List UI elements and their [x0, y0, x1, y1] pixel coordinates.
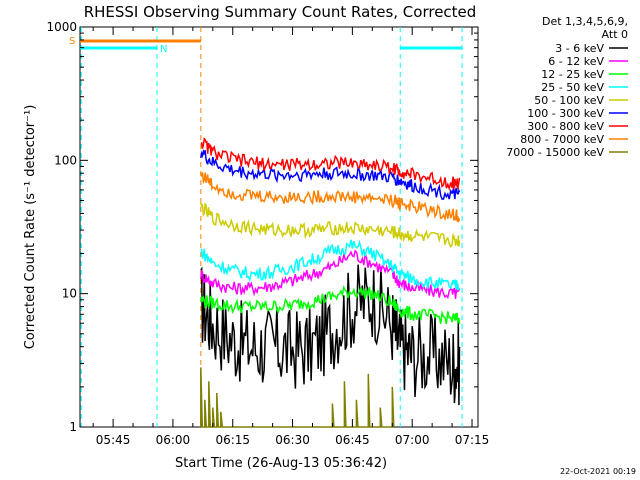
- legend-entry-0: 3 - 6 keV: [555, 42, 604, 55]
- series-line-2: [200, 285, 461, 325]
- y-tick-label: 10: [62, 287, 77, 301]
- series-line-7: [200, 172, 461, 223]
- legend-entry-2: 12 - 25 keV: [541, 68, 604, 81]
- legend-entry-6: 300 - 800 keV: [527, 120, 604, 133]
- legend-entry-3: 25 - 50 keV: [541, 81, 604, 94]
- y-tick-label: 1: [69, 420, 77, 434]
- x-tick-label: 06:30: [275, 433, 310, 447]
- chart-title: RHESSI Observing Summary Count Rates, Co…: [84, 3, 477, 21]
- series-line-6: [200, 137, 461, 192]
- x-tick-label: 05:45: [96, 433, 131, 447]
- y-tick-label: 1000: [46, 20, 77, 34]
- series-line-1: [200, 249, 461, 300]
- x-tick-label: 06:15: [215, 433, 250, 447]
- x-tick-label: 07:15: [455, 433, 490, 447]
- legend-entry-4: 50 - 100 keV: [534, 94, 604, 107]
- y-tick-label: 100: [54, 153, 77, 167]
- legend-entry-5: 100 - 300 keV: [527, 107, 604, 120]
- x-tick-label: 06:45: [335, 433, 370, 447]
- legend-header-line-2: Att 0: [602, 28, 628, 41]
- legend-entry-8: 7000 - 15000 keV: [506, 146, 604, 159]
- flag-label-s: S: [69, 36, 75, 47]
- series-line-0: [200, 264, 461, 406]
- series-line-4: [200, 201, 461, 248]
- legend-entry-1: 6 - 12 keV: [548, 55, 604, 68]
- legend-entry-7: 800 - 7000 keV: [520, 133, 604, 146]
- x-axis: 05:45 06:00 06:15 06:30 06:45 07:00 07:15: [92, 27, 490, 447]
- flag-label-n: N: [160, 44, 167, 55]
- series-line-5: [200, 148, 461, 200]
- y-axis-label: Corrected Count Rate (s⁻¹ detector⁻¹): [23, 105, 38, 350]
- plot-area: SN: [69, 26, 479, 428]
- y-axis: 1 10 100 1000: [46, 20, 478, 434]
- footer-date: 22-Oct-2021 00:19: [560, 467, 636, 476]
- series-line-8: [200, 367, 395, 428]
- series-line-3: [200, 239, 460, 291]
- legend-header-line-1: Det 1,3,4,5,6,9,: [542, 15, 628, 28]
- x-tick-label: 06:00: [156, 433, 191, 447]
- x-tick-label: 07:00: [395, 433, 430, 447]
- x-axis-label: Start Time (26-Aug-13 05:36:42): [175, 456, 387, 471]
